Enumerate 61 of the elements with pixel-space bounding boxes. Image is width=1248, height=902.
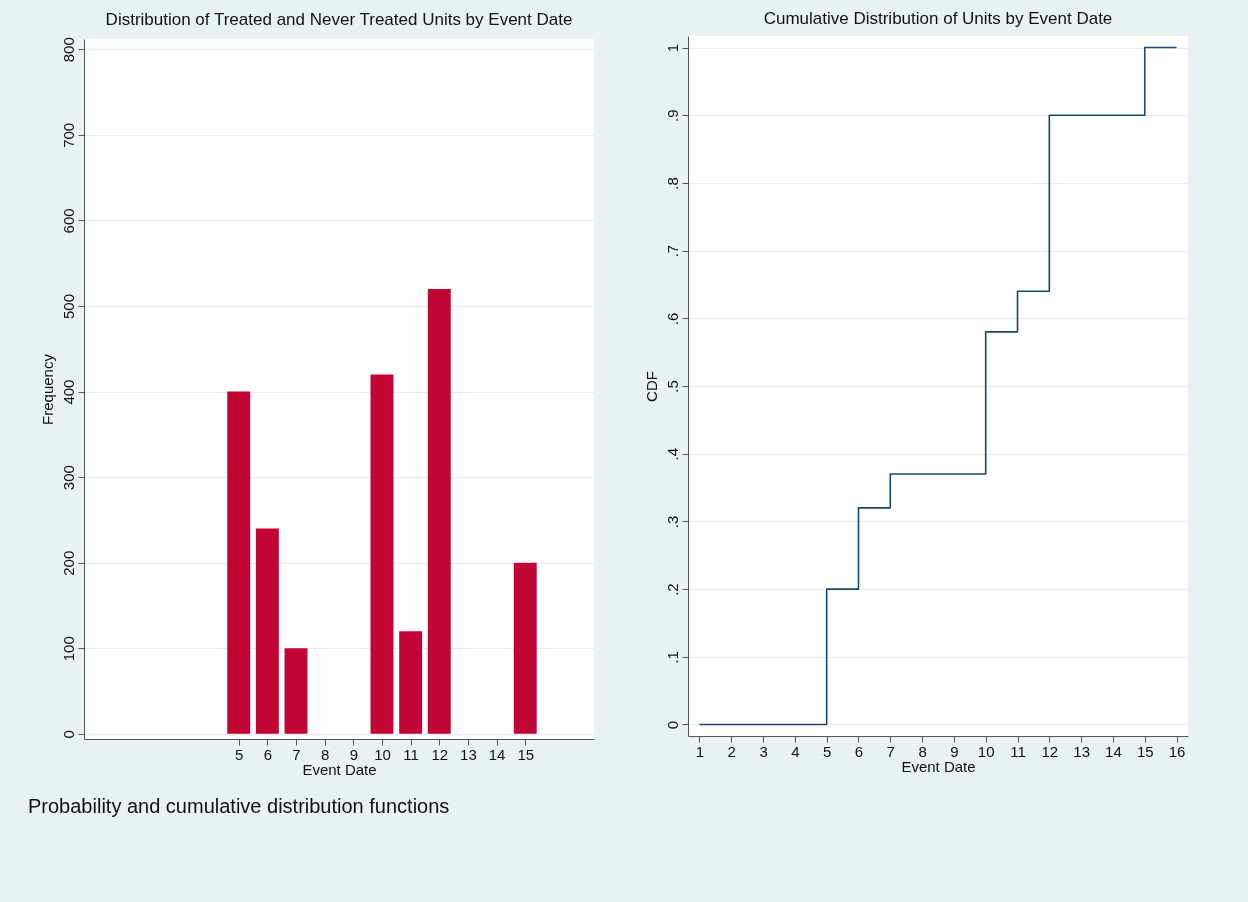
x-tick-label: 3 — [759, 742, 768, 760]
y-tick-label: 200 — [59, 550, 77, 576]
y-tick-label: 0 — [663, 720, 681, 730]
y-tick-label: .6 — [663, 312, 681, 326]
x-tick-label: 6 — [263, 745, 273, 763]
y-tick-label: 1 — [663, 43, 681, 53]
y-axis-title: CDF — [642, 371, 660, 402]
bar — [513, 562, 537, 734]
x-tick-label: 11 — [1010, 742, 1026, 760]
bar — [227, 391, 251, 734]
x-tick-label: 15 — [1136, 742, 1154, 760]
x-tick-label: 12 — [1041, 742, 1059, 760]
y-tick-label: 0 — [59, 730, 77, 739]
bar — [399, 631, 423, 734]
x-tick-label: 7 — [292, 745, 301, 763]
x-tick-label: 12 — [431, 745, 449, 763]
x-tick-label: 1 — [695, 742, 705, 760]
text: Probability and cumulative distribution functions — [28, 795, 451, 818]
x-tick-label: 8 — [918, 742, 927, 760]
x-tick-label: 2 — [727, 742, 736, 760]
x-axis-title: Event Date — [302, 760, 377, 778]
x-tick-label: 7 — [886, 742, 895, 760]
y-tick-label: .4 — [663, 447, 681, 461]
bar — [284, 648, 308, 734]
x-tick-label: 16 — [1168, 742, 1186, 760]
x-tick-label: 9 — [950, 742, 959, 760]
x-tick-label: 13 — [460, 745, 477, 763]
y-tick-label: .9 — [663, 109, 681, 122]
x-tick-label: 13 — [1073, 742, 1090, 760]
y-tick-label: 700 — [59, 122, 77, 148]
y-tick-label: 400 — [59, 379, 77, 405]
x-tick-label: 4 — [791, 742, 800, 760]
y-tick-label: .3 — [663, 515, 681, 529]
bar — [255, 528, 279, 734]
y-tick-label: 100 — [59, 636, 77, 662]
x-tick-label: 11 — [403, 745, 419, 763]
y-tick-label: 600 — [59, 208, 77, 234]
chart-title: Distribution of Treated and Never Treated Units by Event Date — [105, 9, 573, 29]
x-axis-title: Event Date — [901, 757, 976, 775]
x-tick-label: 10 — [374, 745, 391, 763]
x-tick-label: 6 — [854, 742, 864, 760]
x-tick-label: 5 — [235, 745, 244, 763]
x-tick-label: 14 — [488, 745, 506, 763]
y-tick-label: 300 — [59, 465, 77, 491]
bar — [427, 288, 451, 734]
x-tick-label: 5 — [823, 742, 832, 760]
y-tick-label: .8 — [663, 177, 681, 190]
y-tick-label: 500 — [59, 293, 77, 320]
y-tick-label: .1 — [663, 651, 681, 664]
y-tick-label: .2 — [663, 583, 681, 596]
y-tick-label: .5 — [663, 380, 681, 393]
y-tick-label: .7 — [663, 244, 681, 258]
bar — [370, 374, 394, 734]
x-tick-label: 8 — [321, 745, 330, 763]
x-tick-label: 10 — [977, 742, 995, 760]
y-axis-title: Frequency — [38, 353, 56, 425]
chart-title: Cumulative Distribution of Units by Event Date — [763, 9, 1113, 28]
x-tick-label: 9 — [349, 745, 358, 763]
y-tick-label: 800 — [59, 37, 77, 63]
x-tick-label: 15 — [517, 745, 535, 763]
x-tick-label: 14 — [1105, 742, 1122, 760]
